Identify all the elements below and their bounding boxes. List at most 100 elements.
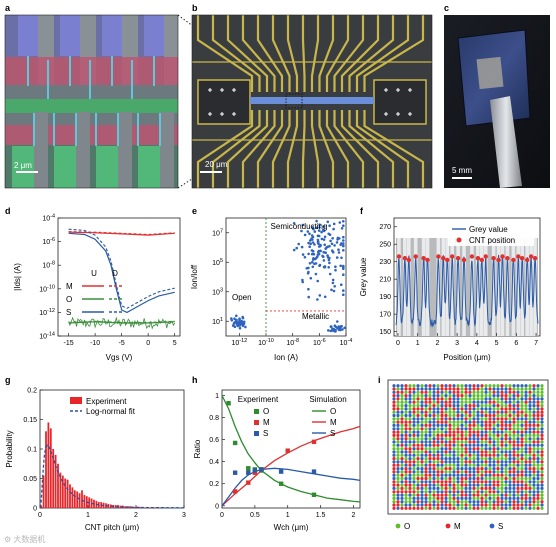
cnt-dot-O bbox=[408, 443, 412, 447]
cnt-dot-S bbox=[408, 397, 412, 401]
electrode-trace-top bbox=[271, 15, 291, 92]
cnt-dot-M bbox=[476, 493, 480, 497]
cnt-dot-S bbox=[524, 463, 528, 467]
cnt-dot-S bbox=[508, 496, 512, 500]
cnt-dot-O bbox=[412, 486, 416, 490]
cnt-dot-M bbox=[408, 447, 412, 451]
cnt-dot-M bbox=[412, 400, 416, 404]
cnt-dot-M bbox=[440, 496, 444, 500]
cnt-dot-M bbox=[492, 506, 496, 510]
cnt-dot-M bbox=[536, 404, 540, 408]
cnt-dot-O bbox=[428, 390, 432, 394]
scatter-point-semiconducting bbox=[333, 244, 336, 247]
cnt-dot-O bbox=[540, 394, 544, 398]
cnt-dot-O bbox=[400, 407, 404, 411]
cnt-position-point bbox=[528, 254, 534, 259]
cnt-dot-O bbox=[532, 407, 536, 411]
scatter-point-semiconducting bbox=[292, 248, 296, 252]
cnt-dot-O bbox=[460, 390, 464, 394]
cnt-dot-S bbox=[476, 503, 480, 507]
cnt-dot-S bbox=[504, 420, 508, 424]
cnt-dot-M bbox=[480, 480, 484, 484]
cnt-dot-S bbox=[432, 420, 436, 424]
cnt-dot-M bbox=[424, 493, 428, 497]
cnt-dot-S bbox=[420, 453, 424, 457]
cnt-dot-M bbox=[420, 460, 424, 464]
cnt-dot-O bbox=[424, 490, 428, 494]
cnt-dot-S bbox=[432, 486, 436, 490]
panel-d-axes bbox=[57, 217, 181, 337]
cnt-dot-M bbox=[400, 420, 404, 424]
scatter-point-semiconducting bbox=[301, 278, 304, 282]
cnt-dot-S bbox=[420, 417, 424, 421]
cnt-dot-M bbox=[480, 496, 484, 500]
experiment-point-M bbox=[252, 470, 258, 475]
cnt-dot-O bbox=[476, 397, 480, 401]
cnt-position-point bbox=[421, 256, 426, 261]
cnt-dot-M bbox=[392, 407, 396, 411]
electrode-trace-top bbox=[256, 15, 284, 92]
electrode-trace-top bbox=[348, 15, 395, 92]
cnt-dot-M bbox=[528, 447, 532, 451]
cnt-dot-S bbox=[532, 397, 536, 401]
cnt-dot-S bbox=[476, 404, 480, 408]
cnt-dot-S bbox=[524, 450, 528, 454]
cnt-dot-S bbox=[516, 417, 520, 421]
cnt-dot-S bbox=[392, 450, 396, 454]
cnt-dot-M bbox=[520, 410, 524, 414]
cnt-dot-M bbox=[484, 423, 488, 427]
cnt-dot-M bbox=[436, 453, 440, 457]
cnt-dot-O bbox=[484, 394, 488, 398]
cnt-dot-S bbox=[428, 480, 432, 484]
cnt-dot-O bbox=[412, 413, 416, 418]
panel-d-xlabel: Vgs (V) bbox=[106, 353, 133, 362]
scatter-point-semiconducting bbox=[312, 252, 316, 256]
scatter-point-semiconducting bbox=[318, 226, 321, 229]
cnt-dot-O bbox=[488, 476, 492, 481]
cnt-dot-S bbox=[508, 460, 512, 464]
cnt-dot-M bbox=[532, 457, 536, 461]
y-tick-label: 0.2 bbox=[209, 481, 219, 488]
cnt-dot-M bbox=[464, 476, 468, 481]
cnt-dot-O bbox=[412, 437, 416, 441]
cnt-dot-S bbox=[412, 480, 416, 484]
histogram-bar bbox=[109, 504, 112, 508]
cnt-dot-M bbox=[512, 467, 516, 471]
cnt-dot-O bbox=[436, 447, 440, 451]
cnt-dot-O bbox=[472, 496, 476, 500]
cnt-dot-O bbox=[460, 503, 464, 507]
scatter-point-semiconducting bbox=[342, 224, 345, 227]
cnt-dot-M bbox=[444, 493, 448, 497]
cnt-dot-O bbox=[500, 480, 504, 484]
cnt-dot-M bbox=[484, 480, 488, 484]
cnt-dot-M bbox=[472, 447, 476, 451]
scatter-point-semiconducting bbox=[307, 241, 310, 245]
cnt-dot-S bbox=[536, 407, 540, 411]
cnt-dot-O bbox=[452, 427, 456, 431]
scatter-point-open bbox=[241, 315, 244, 319]
cnt-dot-S bbox=[420, 486, 424, 490]
cnt-dot-O bbox=[428, 476, 432, 481]
cnt-position-point bbox=[496, 257, 501, 263]
cnt-dot-O bbox=[400, 453, 404, 457]
cnt-dot-O bbox=[452, 410, 456, 414]
cnt-dot-O bbox=[496, 420, 500, 424]
cnt-dot-M bbox=[512, 443, 516, 447]
cnt-dot-O bbox=[524, 407, 528, 411]
cnt-dot-M bbox=[400, 506, 404, 510]
cnt-dot-S bbox=[504, 427, 508, 431]
cnt-dot-M bbox=[472, 384, 476, 388]
cnt-dot-M bbox=[488, 486, 492, 490]
cnt-dot-S bbox=[524, 390, 528, 394]
cnt-dot-O bbox=[408, 384, 412, 388]
cnt-dot-O bbox=[472, 410, 476, 414]
cnt-dot-O bbox=[540, 476, 544, 481]
cnt-dot-M bbox=[440, 407, 444, 411]
cnt-dot-S bbox=[536, 397, 540, 401]
cnt-dot-S bbox=[508, 450, 512, 454]
cnt-dot-O bbox=[492, 423, 496, 427]
cnt-dot-M bbox=[480, 503, 484, 507]
cnt-dot-O bbox=[528, 476, 532, 481]
cnt-dot-S bbox=[444, 506, 448, 510]
cnt-dot-M bbox=[532, 430, 536, 434]
